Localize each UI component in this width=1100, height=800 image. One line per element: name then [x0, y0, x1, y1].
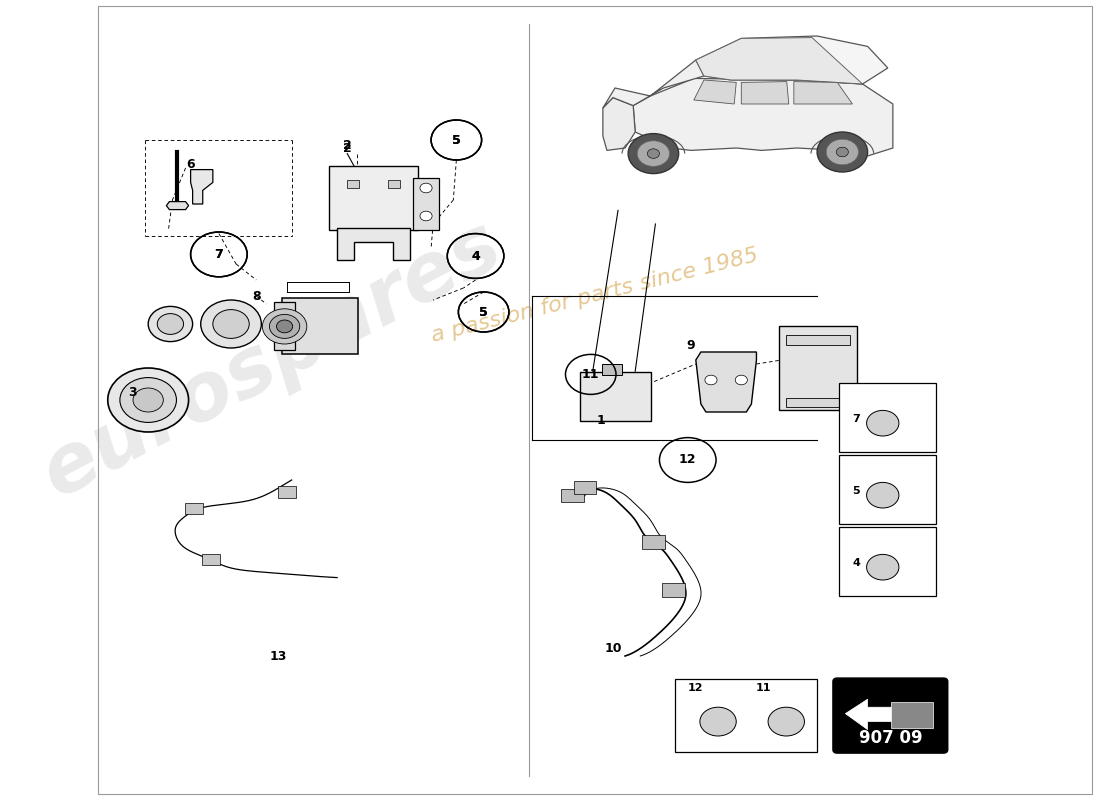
FancyBboxPatch shape	[662, 583, 684, 597]
FancyBboxPatch shape	[561, 489, 584, 502]
Text: 5: 5	[452, 134, 461, 146]
FancyBboxPatch shape	[185, 503, 202, 514]
Circle shape	[200, 300, 262, 348]
Circle shape	[705, 375, 717, 385]
FancyBboxPatch shape	[839, 455, 936, 524]
Circle shape	[276, 320, 293, 333]
Text: 5: 5	[480, 306, 488, 318]
Text: 11: 11	[756, 683, 771, 693]
Polygon shape	[337, 228, 410, 260]
Text: 4: 4	[471, 250, 480, 262]
Polygon shape	[694, 80, 736, 104]
FancyBboxPatch shape	[277, 486, 296, 498]
FancyBboxPatch shape	[785, 398, 850, 407]
Text: 12: 12	[688, 683, 703, 693]
Polygon shape	[603, 60, 704, 108]
FancyBboxPatch shape	[779, 326, 858, 410]
Circle shape	[867, 482, 899, 508]
Circle shape	[700, 707, 736, 736]
Circle shape	[133, 388, 163, 412]
Text: 8: 8	[252, 290, 261, 302]
Circle shape	[735, 375, 747, 385]
Polygon shape	[846, 699, 893, 730]
FancyBboxPatch shape	[785, 335, 850, 345]
Text: 7: 7	[214, 248, 223, 261]
FancyBboxPatch shape	[201, 554, 220, 565]
Polygon shape	[603, 98, 635, 150]
Circle shape	[867, 554, 899, 580]
FancyBboxPatch shape	[329, 166, 418, 230]
Text: 4: 4	[471, 250, 480, 262]
Circle shape	[826, 139, 858, 165]
Polygon shape	[696, 38, 862, 84]
Circle shape	[836, 147, 848, 157]
Text: eurospares: eurospares	[29, 206, 515, 514]
Text: 13: 13	[270, 650, 287, 662]
Text: 5: 5	[452, 134, 461, 146]
Text: 7: 7	[852, 414, 860, 424]
Text: 2: 2	[343, 139, 352, 152]
Text: 12: 12	[679, 454, 696, 466]
FancyBboxPatch shape	[833, 678, 947, 753]
Circle shape	[420, 211, 432, 221]
FancyBboxPatch shape	[839, 383, 936, 452]
FancyBboxPatch shape	[602, 364, 623, 375]
Text: a passion for parts since 1985: a passion for parts since 1985	[429, 246, 760, 346]
Text: 4: 4	[852, 558, 860, 568]
Circle shape	[157, 314, 184, 334]
Polygon shape	[634, 78, 893, 156]
Circle shape	[637, 141, 670, 166]
Circle shape	[867, 410, 899, 436]
Text: 7: 7	[214, 248, 223, 261]
FancyBboxPatch shape	[674, 679, 817, 752]
Circle shape	[270, 314, 299, 338]
FancyBboxPatch shape	[642, 535, 664, 549]
FancyBboxPatch shape	[412, 178, 439, 230]
Polygon shape	[166, 202, 188, 210]
Text: 5: 5	[852, 486, 860, 496]
Text: 5: 5	[480, 306, 488, 318]
Text: 6: 6	[186, 158, 195, 170]
Text: 10: 10	[604, 642, 622, 654]
Circle shape	[628, 134, 679, 174]
Circle shape	[212, 310, 250, 338]
FancyBboxPatch shape	[282, 298, 359, 354]
FancyBboxPatch shape	[573, 481, 596, 494]
Circle shape	[120, 378, 176, 422]
Circle shape	[817, 132, 868, 172]
Text: 2: 2	[343, 142, 352, 154]
Polygon shape	[696, 352, 757, 412]
Text: 9: 9	[686, 339, 695, 352]
Circle shape	[263, 309, 307, 344]
FancyBboxPatch shape	[348, 180, 360, 188]
Polygon shape	[190, 170, 212, 204]
Text: 907 09: 907 09	[858, 729, 922, 746]
FancyBboxPatch shape	[387, 180, 399, 188]
FancyBboxPatch shape	[580, 372, 651, 421]
Text: 1: 1	[596, 414, 605, 426]
Polygon shape	[794, 82, 852, 104]
FancyBboxPatch shape	[839, 527, 936, 596]
Circle shape	[768, 707, 804, 736]
Text: 11: 11	[582, 368, 600, 381]
Text: 3: 3	[128, 386, 136, 398]
Polygon shape	[696, 36, 888, 84]
Circle shape	[647, 149, 660, 158]
Polygon shape	[741, 82, 789, 104]
FancyBboxPatch shape	[891, 702, 933, 728]
FancyBboxPatch shape	[275, 302, 295, 350]
Circle shape	[108, 368, 188, 432]
Circle shape	[148, 306, 192, 342]
Circle shape	[420, 183, 432, 193]
